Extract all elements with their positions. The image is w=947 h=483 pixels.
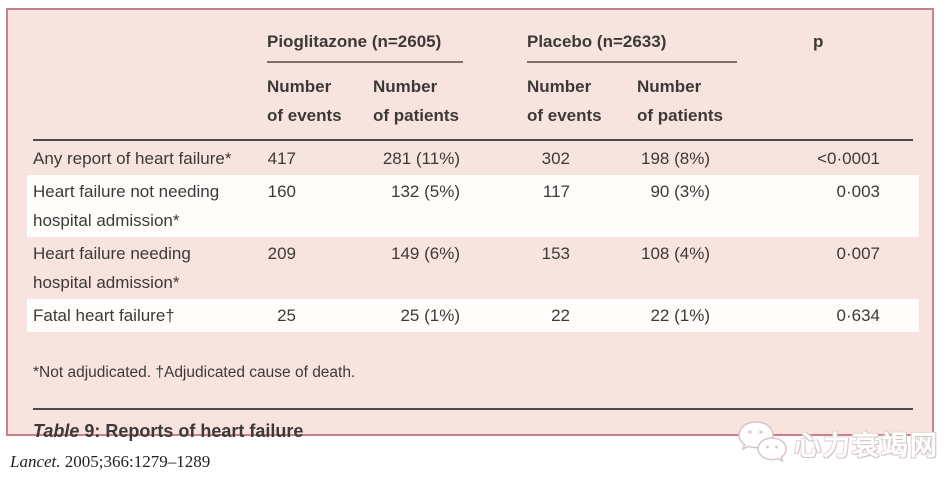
watermark: 心力衰竭网 <box>736 420 939 466</box>
cell-pio-patients: 132 (5%) <box>391 182 460 201</box>
subheader-plc-patients: Number of patients <box>637 72 790 130</box>
subheader-line: Number <box>637 77 702 96</box>
cell-pio-patients: 25 (1%) <box>400 306 460 325</box>
table-footnote: *Not adjudicated. †Adjudicated cause of … <box>33 364 356 381</box>
subheader-line: of patients <box>637 106 723 125</box>
subheader-line: Number <box>373 77 438 96</box>
table-caption-rest: 9: Reports of heart failure <box>79 421 304 441</box>
group-underline-placebo <box>527 61 737 63</box>
table-caption-italic: Table <box>33 421 80 441</box>
cell-pio-events: 25 <box>277 306 296 325</box>
group-header-placebo: Placebo (n=2633) <box>527 30 790 63</box>
group-header-pioglitazone: Pioglitazone (n=2605) <box>267 30 527 63</box>
row-label-line: hospital admission* <box>33 273 180 292</box>
group-header-spacer <box>33 30 267 63</box>
header-divider-rule <box>33 139 913 141</box>
subheader-spacer <box>33 72 267 130</box>
table-row: Any report of heart failure* 417 281 (11… <box>27 142 919 175</box>
subheader-pio-patients: Number of patients <box>373 72 527 130</box>
cell-plc-events: 153 <box>541 244 570 263</box>
caption-divider-rule <box>33 408 913 410</box>
subheader-line: of events <box>267 106 342 125</box>
cell-p-value: 0·003 <box>836 182 880 201</box>
cell-plc-patients: 108 (4%) <box>641 244 710 263</box>
row-label: Heart failure not needing hospital admis… <box>33 177 267 235</box>
cell-pio-patients: 281 (11%) <box>382 149 460 168</box>
subheader-line: Number <box>267 77 332 96</box>
journal-name: Lancet. <box>10 452 61 471</box>
cell-pio-patients: 149 (6%) <box>391 244 460 263</box>
table-row: Fatal heart failure† 25 25 (1%) 22 22 (1… <box>27 299 919 332</box>
table-body: Any report of heart failure* 417 281 (11… <box>27 142 919 332</box>
subheader-line: of events <box>527 106 602 125</box>
cell-plc-patients: 22 (1%) <box>650 306 710 325</box>
cell-pio-events: 417 <box>267 149 296 168</box>
cell-plc-events: 22 <box>551 306 570 325</box>
row-label-line: Heart failure not needing <box>33 182 220 201</box>
cell-p-value: 0·007 <box>836 244 880 263</box>
subheader-line: Number <box>527 77 592 96</box>
row-label: Any report of heart failure* <box>33 144 267 173</box>
row-label-line: Any report of heart failure* <box>33 149 232 168</box>
row-label-line: hospital admission* <box>33 211 180 230</box>
row-label-line: Heart failure needing <box>33 244 191 263</box>
row-label: Heart failure needing hospital admission… <box>33 239 267 297</box>
journal-citation: Lancet. 2005;366:1279–1289 <box>10 452 210 472</box>
cell-p-value: 0·634 <box>836 306 880 325</box>
group-underline-pioglitazone <box>267 61 463 63</box>
subheader-pio-events: Number of events <box>267 72 373 130</box>
cell-pio-events: 160 <box>267 182 296 201</box>
citation-rest: 2005;366:1279–1289 <box>60 452 211 471</box>
subheader-p-spacer <box>790 72 913 130</box>
cell-pio-events: 209 <box>267 244 296 263</box>
subheader-plc-events: Number of events <box>527 72 637 130</box>
wechat-icon <box>738 421 787 463</box>
group-header-placebo-label: Placebo (n=2633) <box>527 32 667 51</box>
cell-p-value: <0·0001 <box>817 149 880 168</box>
table-row: Heart failure needing hospital admission… <box>27 237 919 299</box>
table-group-header-row: Pioglitazone (n=2605) Placebo (n=2633) p <box>33 10 913 63</box>
row-label: Fatal heart failure† <box>33 301 267 330</box>
lancet-table-panel: Pioglitazone (n=2605) Placebo (n=2633) p… <box>6 8 934 441</box>
watermark-text: 心力衰竭网 <box>794 430 939 461</box>
subheader-line: of patients <box>373 106 459 125</box>
table-caption: Table 9: Reports of heart failure <box>33 419 907 443</box>
column-header-p: p <box>813 32 824 51</box>
cell-plc-patients: 90 (3%) <box>650 182 710 201</box>
row-label-line: Fatal heart failure† <box>33 306 175 325</box>
cell-plc-events: 117 <box>542 182 570 201</box>
cell-plc-events: 302 <box>541 149 570 168</box>
cell-plc-patients: 198 (8%) <box>641 149 710 168</box>
table-row: Heart failure not needing hospital admis… <box>27 175 919 237</box>
table-subheader-row: Number of events Number of patients Numb… <box>33 63 913 130</box>
group-header-pioglitazone-label: Pioglitazone (n=2605) <box>267 32 442 51</box>
